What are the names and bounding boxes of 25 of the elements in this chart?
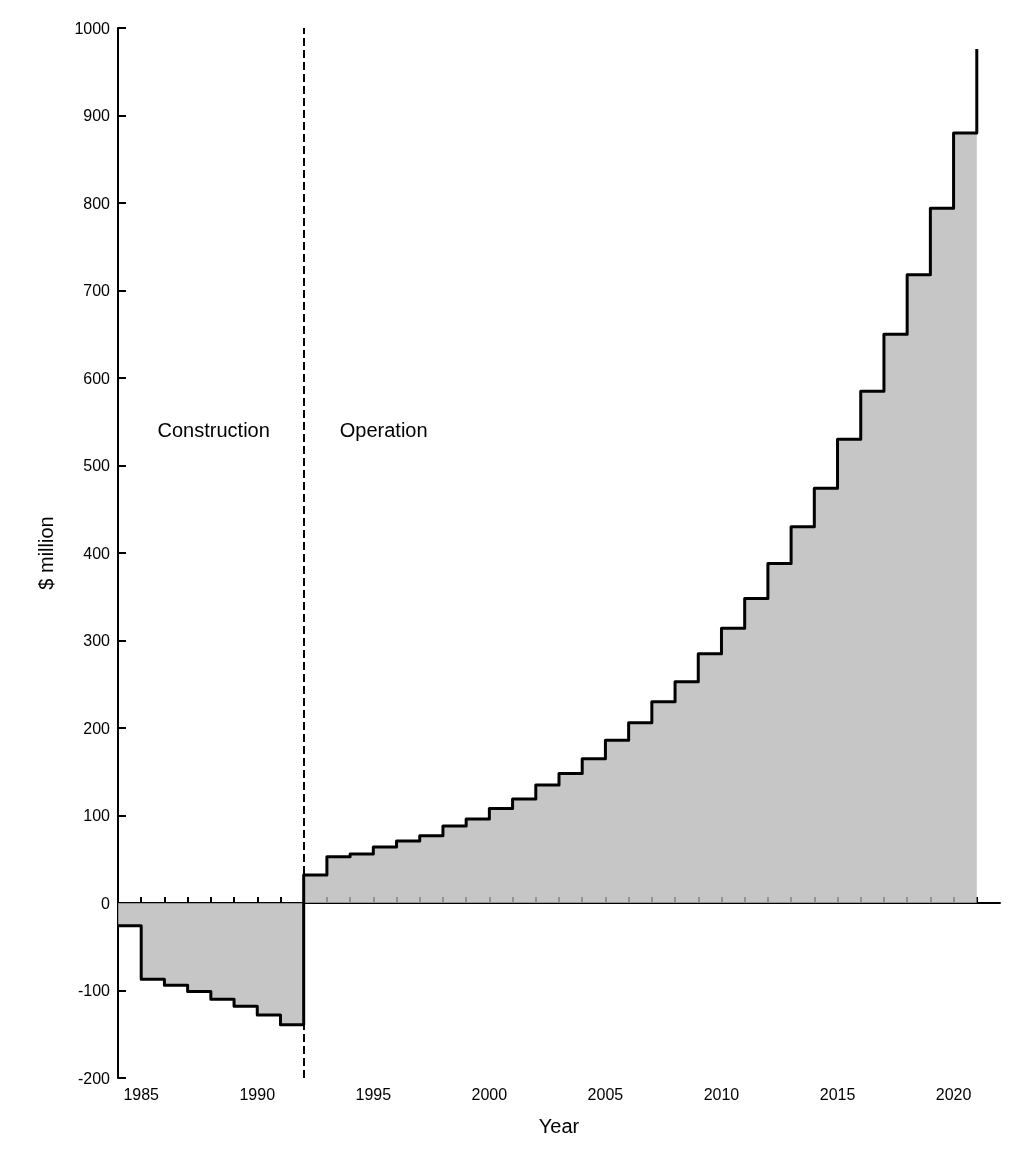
y-tick-label: 800	[83, 194, 111, 212]
annotation: Construction	[157, 419, 270, 441]
x-tick-label: 1985	[123, 1085, 160, 1103]
y-tick-label: 1000	[74, 19, 111, 37]
y-tick-label: 600	[83, 369, 111, 387]
x-tick-label: 1995	[355, 1085, 392, 1103]
y-tick-label: 100	[83, 807, 111, 824]
annotation: Operation	[339, 419, 428, 441]
x-tick-label: 1990	[239, 1085, 276, 1103]
y-tick-label: -100	[77, 982, 111, 999]
x-tick-label: 2015	[819, 1085, 856, 1103]
x-tick-label: 2005	[587, 1085, 624, 1103]
x-tick-label: 2020	[935, 1085, 972, 1103]
y-tick-label: 0	[101, 894, 111, 912]
y-tick-label: 200	[83, 719, 111, 737]
y-tick-label: 700	[83, 282, 111, 299]
y-tick-label: 900	[83, 107, 111, 124]
x-axis-title: Year	[538, 1115, 580, 1137]
x-tick-label: 2000	[471, 1085, 508, 1103]
y-tick-label: 500	[83, 457, 111, 474]
y-tick-label: -200	[77, 1069, 111, 1087]
y-tick-label: 400	[83, 544, 111, 562]
y-axis-title: $ million	[35, 516, 57, 590]
x-tick-label: 2010	[703, 1085, 740, 1103]
y-tick-label: 300	[83, 632, 111, 649]
